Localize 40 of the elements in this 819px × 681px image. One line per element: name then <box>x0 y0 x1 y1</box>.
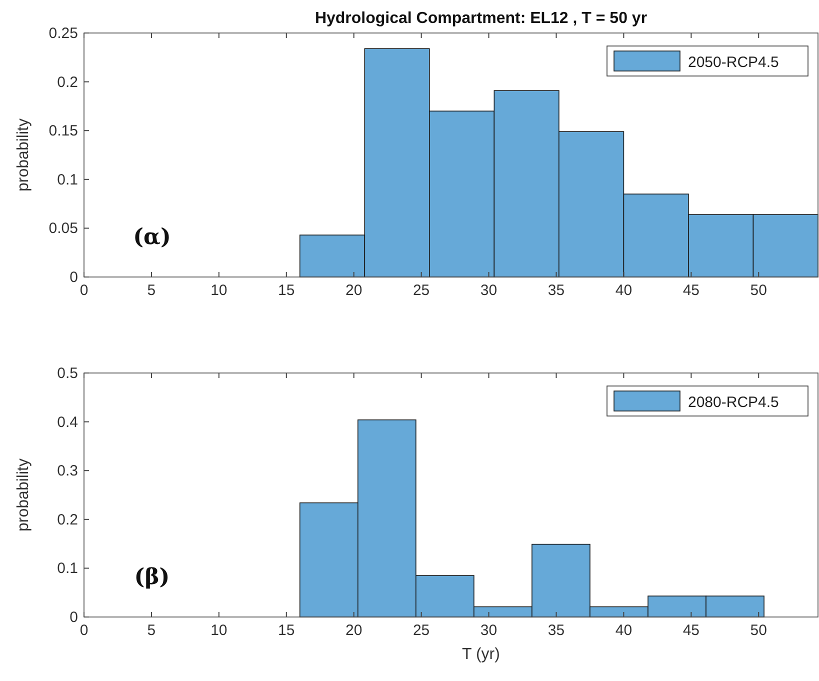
y-tick-label: 0 <box>70 609 78 626</box>
x-tick-label: 25 <box>412 282 430 299</box>
x-tick-label: 40 <box>615 282 632 299</box>
x-axis-title: T (yr) <box>462 646 500 663</box>
x-tick-label: 15 <box>278 282 295 299</box>
y-tick-label: 0.25 <box>48 25 78 42</box>
x-tick-label: 30 <box>480 282 498 299</box>
x-tick-label: 5 <box>147 622 156 639</box>
y-axis-title: probability <box>15 118 32 192</box>
y-tick-label: 0 <box>70 269 78 286</box>
annotation: (β) <box>134 564 170 590</box>
y-tick-label: 0.3 <box>57 462 78 480</box>
y-tick-label: 0.4 <box>57 414 78 431</box>
x-tick-label: 10 <box>210 622 228 639</box>
y-axis-title: probability <box>15 458 32 532</box>
x-tick-label: 15 <box>278 622 295 639</box>
y-tick-label: 0.1 <box>57 171 78 188</box>
x-tick-label: 5 <box>147 282 156 299</box>
legend-label: 2080-RCP4.5 <box>688 394 779 411</box>
y-tick-label: 0.1 <box>57 560 78 578</box>
x-tick-label: 25 <box>412 622 430 639</box>
x-tick-label: 50 <box>750 282 767 299</box>
y-tick-label: 0.2 <box>57 74 78 91</box>
x-tick-label: 20 <box>346 282 362 299</box>
x-tick-label: 35 <box>548 282 565 299</box>
x-tick-label: 30 <box>480 622 498 639</box>
x-tick-label: 45 <box>682 282 700 299</box>
y-tick-label: 0.5 <box>57 365 78 382</box>
x-tick-label: 45 <box>682 622 700 639</box>
y-tick-label: 0.15 <box>48 122 78 140</box>
x-tick-label: 20 <box>346 622 362 639</box>
x-tick-label: 10 <box>210 282 228 299</box>
annotation: (α) <box>133 224 171 250</box>
legend-label: 2050-RCP4.5 <box>688 54 779 71</box>
x-tick-label: 35 <box>548 622 565 639</box>
y-tick-label: 0.05 <box>48 220 78 238</box>
x-tick-label: 50 <box>750 622 767 639</box>
chart-title: Hydrological Compartment: EL12 , T = 50 yr <box>314 10 648 27</box>
x-tick-label: 40 <box>615 622 632 639</box>
y-tick-label: 0.2 <box>57 511 78 528</box>
